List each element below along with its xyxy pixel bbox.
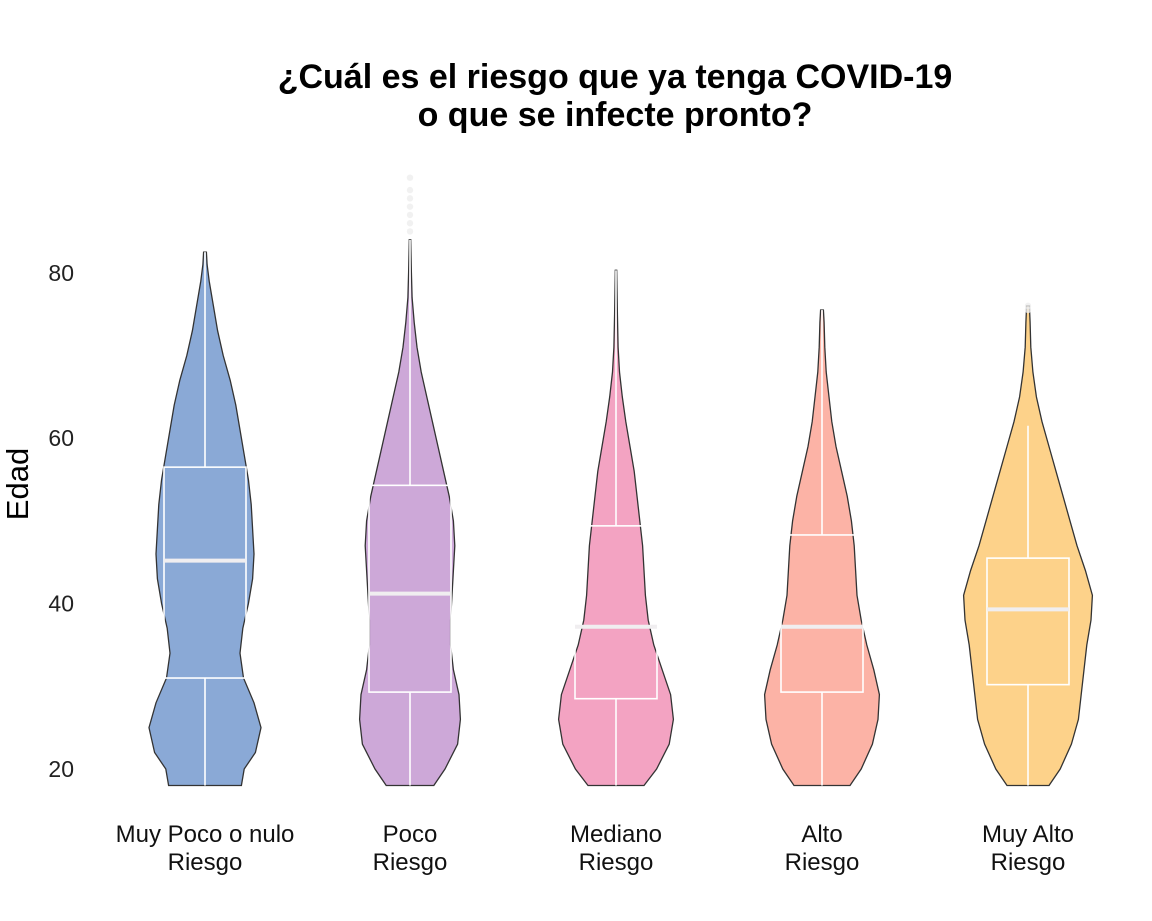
box: [368, 484, 452, 693]
violin-shape: [148, 251, 262, 787]
violin-group: [358, 174, 462, 787]
outlier-point: [406, 174, 414, 181]
y-axis-ticks: 20 40 60 80: [48, 260, 74, 782]
violins: [148, 174, 1094, 787]
x-tick-label: Poco: [383, 821, 438, 848]
outlier-point: [406, 211, 414, 219]
outlier-point: [406, 219, 414, 227]
violin-shape: [557, 269, 675, 787]
x-tick-label: Muy Poco o nulo: [116, 821, 295, 848]
y-tick-label: 20: [48, 756, 74, 782]
chart-title: ¿Cuál es el riesgo que ya tenga COVID-19…: [150, 58, 1080, 134]
violin-shape: [763, 309, 881, 787]
violin-group: [557, 269, 675, 787]
x-tick-label: Riesgo: [785, 849, 860, 876]
y-tick-label: 60: [48, 425, 74, 451]
chart-title-line-1: ¿Cuál es el riesgo que ya tenga COVID-19: [277, 58, 953, 96]
box: [986, 557, 1070, 686]
y-axis-label: Edad: [0, 448, 35, 520]
x-axis-labels: Muy Poco o nuloRiesgoPocoRiesgoMedianoRi…: [116, 821, 1074, 876]
x-tick-label: Mediano: [570, 821, 662, 848]
violin-group: [763, 309, 881, 787]
y-tick-label: 80: [48, 260, 74, 286]
x-tick-label: Alto: [801, 821, 842, 848]
box: [574, 525, 658, 700]
x-tick-label: Riesgo: [991, 849, 1066, 876]
chart-title-line-2: o que se infecte pronto?: [417, 96, 813, 134]
outlier-point: [406, 186, 414, 194]
outlier-point: [1024, 302, 1032, 310]
y-tick-label: 40: [48, 591, 74, 617]
box: [780, 534, 864, 693]
violin-group: [148, 251, 262, 787]
violin-group: [962, 302, 1094, 787]
outlier-point: [406, 203, 414, 210]
outlier-point: [406, 228, 414, 235]
x-tick-label: Riesgo: [579, 849, 654, 876]
x-tick-label: Muy Alto: [982, 821, 1074, 848]
box: [163, 466, 247, 679]
x-tick-label: Riesgo: [373, 849, 448, 876]
outlier-point: [406, 195, 414, 202]
x-tick-label: Riesgo: [168, 849, 243, 876]
